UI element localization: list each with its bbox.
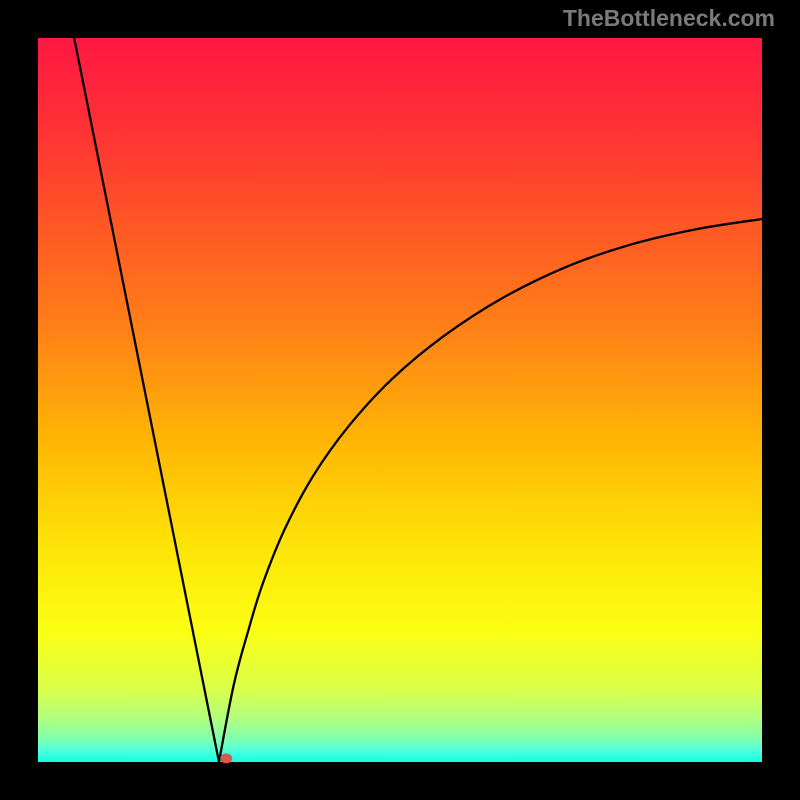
chart-container: TheBottleneck.com [0,0,800,800]
watermark-text: TheBottleneck.com [563,5,775,32]
left-curve-segment [74,38,219,762]
curve-layer [0,0,800,800]
right-curve-segment [219,219,762,762]
minimum-marker [220,753,232,763]
